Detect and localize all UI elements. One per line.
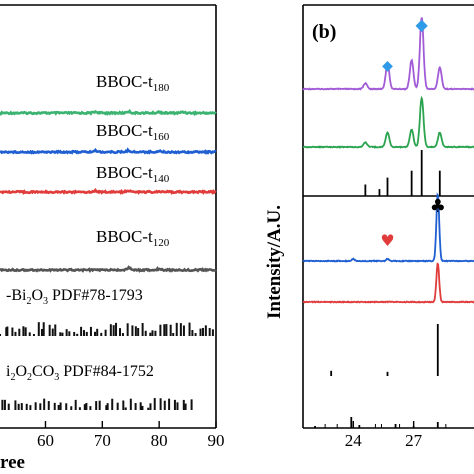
- series-line-BBOC-t160: [0, 147, 217, 155]
- panel-b-tick-label-27: 27: [405, 431, 423, 450]
- panel-b-series: [302, 17, 474, 304]
- panel-a-x-ticks: 60 70 80 90: [37, 421, 225, 450]
- panel-b-label: (b): [312, 21, 336, 43]
- panel-b-series-purple: [302, 17, 474, 91]
- panel-a-tick-label-70: 70: [94, 431, 111, 450]
- panel-b-y-axis-label: Intensity/A.U.: [264, 205, 285, 319]
- panel-a-tick-label-90: 90: [208, 431, 225, 450]
- series-label-t180: BBOC-t180: [96, 72, 170, 94]
- panel-a-tick-label-80: 80: [151, 431, 168, 450]
- diamond-marker-icon: ◆: [382, 58, 393, 74]
- panel-b-series-red: [302, 262, 474, 304]
- ref-label-bi2o3: -Bi2O3 PDF#78-1793: [6, 287, 143, 307]
- panel-a-tick-label-60: 60: [37, 431, 54, 450]
- panel-b-x-ticks: 24 27: [324, 421, 447, 450]
- series-label-t120: BBOC-t120: [96, 227, 170, 249]
- panel-a: 60 70 80 90 BBOC-t180 BBOC-t160 BBOC-t140 B…: [0, 4, 225, 473]
- series-line-BBOC-t120: [0, 265, 217, 274]
- panel-b-series-blue: [302, 192, 474, 263]
- panel-a-x-axis-label: ree: [0, 452, 25, 473]
- series-label-t160: BBOC-t160: [96, 121, 170, 143]
- panel-b-reference-sticks: [314, 150, 441, 428]
- panel-b-series-green: [303, 95, 474, 149]
- heart-marker-icon: ♥: [380, 231, 394, 250]
- panel-a-series: [0, 108, 217, 274]
- diamond-marker-icon: ◆: [416, 15, 429, 34]
- club-marker-icon: ♣: [430, 196, 446, 217]
- series-line-BBOC-t140: [0, 187, 217, 195]
- panel-a-reference-patterns: [0, 322, 214, 410]
- panel-b-tick-label-24: 24: [345, 431, 363, 450]
- ref-label-bi2o2co3: i2O2CO3 PDF#84-1752: [6, 363, 154, 383]
- panel-b-peak-markers: ◆ ◆ ♣ ♥: [380, 15, 446, 250]
- series-line-BBOC-t180: [0, 108, 217, 117]
- series-label-t140: BBOC-t140: [96, 163, 170, 185]
- panel-b: 24 27 ◆ ◆ ♣ ♥ (b) Intensity/A.U.: [264, 4, 474, 450]
